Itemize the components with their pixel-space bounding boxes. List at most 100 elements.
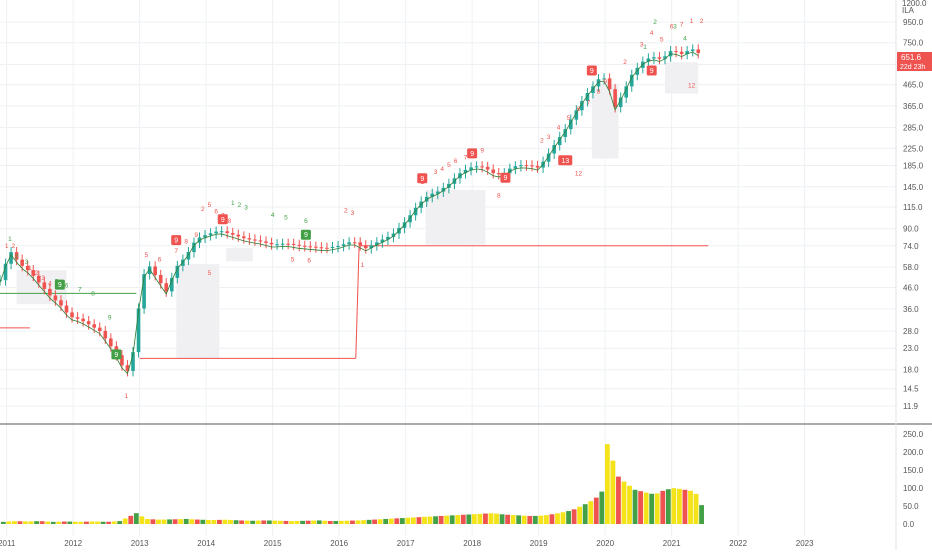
candle-body <box>109 338 113 347</box>
perfection-count: 12 <box>688 83 696 90</box>
volume-bar <box>383 518 389 524</box>
volume-bar <box>145 519 150 524</box>
volume-bar <box>89 521 95 524</box>
volume-bar <box>289 521 294 524</box>
candle-body <box>125 365 130 371</box>
last-price-badge[interactable]: 651.6 22d 23h <box>897 52 932 71</box>
volume-bar <box>228 519 233 524</box>
setup-marker-bg <box>417 173 428 184</box>
volume-tick-label: 50.0 <box>903 502 919 511</box>
candle-body <box>519 165 523 167</box>
candle-body <box>64 305 69 313</box>
volume-bar <box>355 520 361 524</box>
setup-count-green: 7 <box>78 286 82 293</box>
setup-count-green: 4 <box>271 212 275 219</box>
candle-body <box>70 312 74 318</box>
setup-marker-label: 13 <box>561 158 569 165</box>
volume-bar <box>444 515 450 524</box>
candle-body <box>463 169 468 174</box>
candle-body <box>469 167 473 170</box>
volume-bar <box>361 520 366 524</box>
volume-bar <box>222 519 228 524</box>
setup-marker-bg <box>500 172 511 183</box>
volume-bar <box>455 515 461 524</box>
candle-body <box>513 166 518 169</box>
candle-body <box>219 231 224 233</box>
volume-bar <box>649 493 655 524</box>
candle-body <box>230 232 235 235</box>
support-resistance-lines <box>0 245 709 359</box>
setup-count-red: 5 <box>208 202 212 209</box>
candle-body <box>530 165 534 167</box>
price-tick-label: 14.5 <box>903 385 919 394</box>
volume-bar <box>466 514 472 524</box>
volume-bar <box>300 520 305 524</box>
setup-count-red: 3 <box>640 41 644 48</box>
candle-body <box>3 263 8 281</box>
candle-body <box>175 265 180 278</box>
volume-bar <box>494 513 499 524</box>
candle-body <box>186 252 191 260</box>
volume-bar <box>6 521 12 524</box>
candle-body <box>92 324 97 328</box>
candle-body <box>485 166 490 170</box>
volume-bar <box>405 517 411 524</box>
volume-bar <box>571 509 577 524</box>
volume-bar <box>588 501 594 524</box>
setup-count-red: 9 <box>480 148 484 155</box>
setup-count-green: 8 <box>91 290 95 297</box>
setup-count-red: 1 <box>5 243 9 250</box>
volume-series <box>0 444 704 524</box>
setup-count-red: 3 <box>41 275 45 282</box>
volume-bar <box>477 513 483 524</box>
volume-bar <box>61 521 67 524</box>
axes: 950.0750.0585.0465.0365.0285.0225.0185.0… <box>0 18 924 548</box>
candle-body <box>142 274 146 309</box>
volume-bar <box>610 460 616 524</box>
volume-bar <box>128 515 134 524</box>
volume-bar <box>372 519 378 524</box>
time-tick-label: 2021 <box>663 539 681 548</box>
volume-bar <box>316 520 322 524</box>
volume-bar <box>527 515 533 524</box>
setup-count-red: 8 <box>184 238 188 245</box>
volume-bar <box>278 520 283 524</box>
time-tick-label: 2014 <box>197 539 215 548</box>
candle-body <box>574 110 579 120</box>
setup-marker-label: 9 <box>470 151 474 158</box>
setup-count-red: 7 <box>680 22 684 29</box>
setup-count-red: 6 <box>670 24 674 31</box>
volume-bar <box>643 492 649 524</box>
candle-body <box>607 78 612 90</box>
volume-bar <box>111 521 117 524</box>
bar-countdown: 22d 23h <box>900 64 925 71</box>
volume-bar <box>688 490 693 524</box>
candle-body <box>14 252 19 260</box>
candle-body <box>147 266 152 275</box>
volume-bar <box>544 515 549 524</box>
volume-bar <box>621 481 627 524</box>
time-tick-label: 2013 <box>131 539 149 548</box>
price-tick-label: 285.0 <box>903 124 924 133</box>
setup-count-red: 2 <box>540 138 544 145</box>
candle-body <box>557 137 562 146</box>
currency-unit-label: ILA <box>902 6 915 15</box>
setup-count-red: 4 <box>48 281 52 288</box>
price-tick-label: 185.0 <box>903 161 924 170</box>
setup-count-red: 1 <box>690 18 694 25</box>
candle-body <box>208 233 213 236</box>
volume-bar <box>56 521 62 524</box>
volume-bar <box>682 489 688 524</box>
price-tick-label: 90.0 <box>903 225 919 234</box>
volume-tick-label: 100.0 <box>903 484 924 493</box>
volume-bar <box>17 521 23 524</box>
candle-body <box>291 243 296 245</box>
setup-count-red: 8 <box>597 89 601 96</box>
candle-body <box>629 74 634 87</box>
setup-count-green: 3 <box>25 259 29 266</box>
candlestick-series <box>0 44 701 377</box>
volume-bar <box>350 520 355 524</box>
setup-count-green: 1 <box>8 236 12 243</box>
